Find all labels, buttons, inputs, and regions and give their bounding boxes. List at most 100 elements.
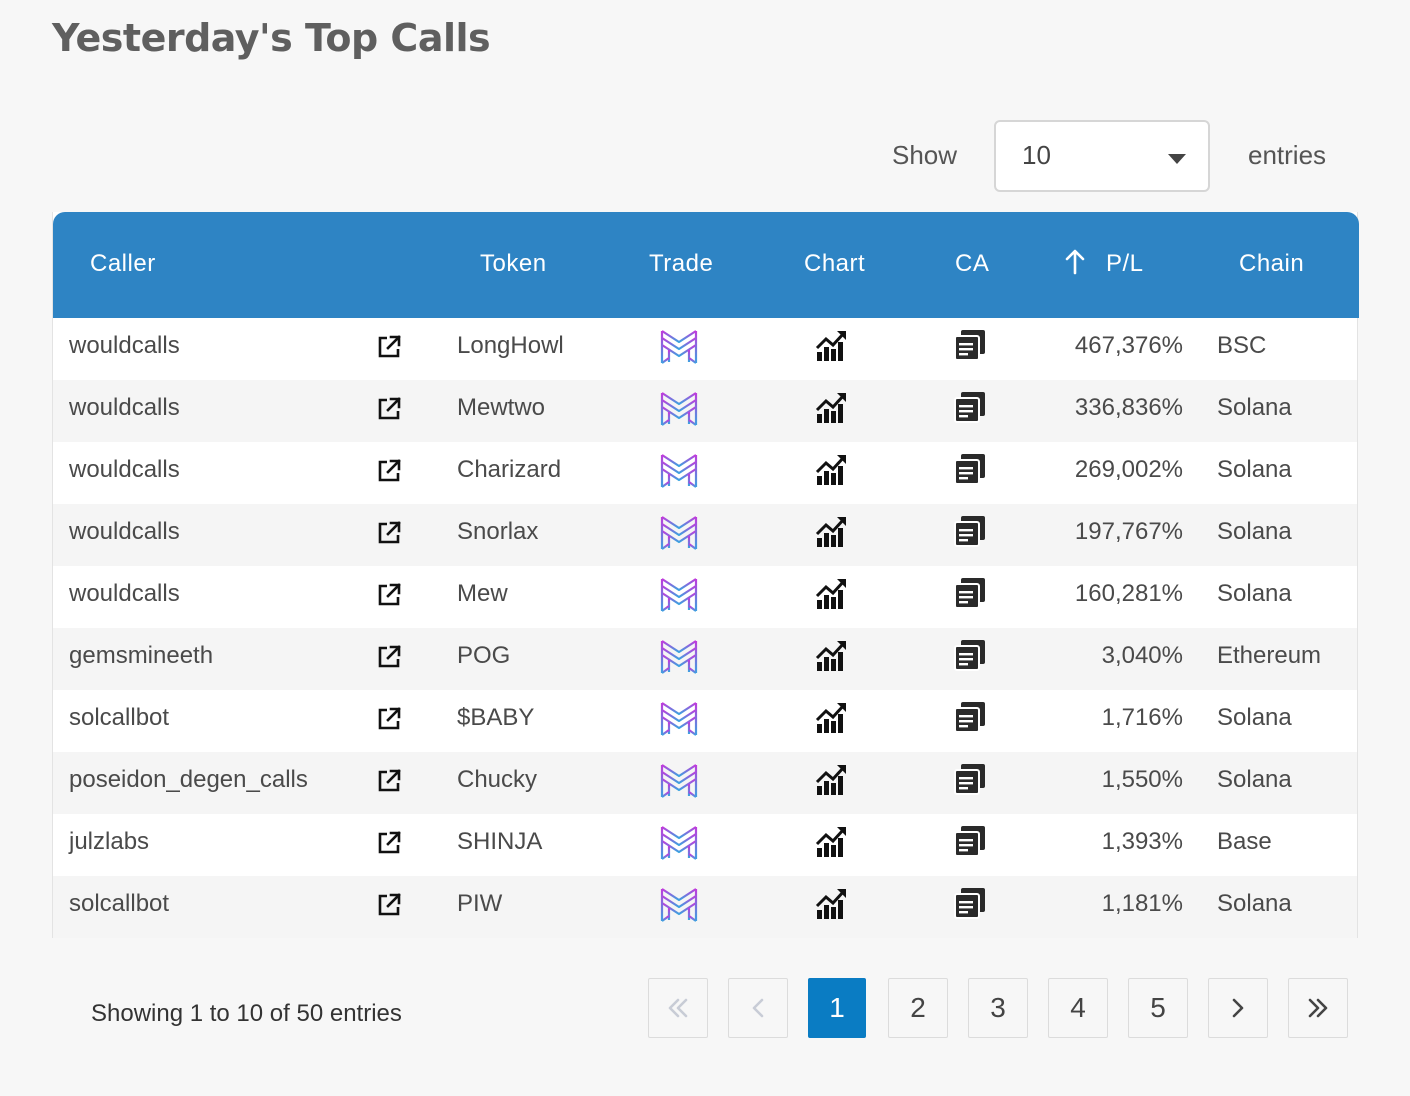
- trade-logo-icon[interactable]: [659, 824, 699, 862]
- length-control: Show 10 entries: [0, 120, 1410, 192]
- trade-logo-icon[interactable]: [659, 390, 699, 428]
- caller-name: julzlabs: [69, 828, 150, 855]
- external-link-icon[interactable]: [375, 891, 403, 919]
- chain-name: Solana: [1217, 766, 1292, 793]
- page-button-4[interactable]: 4: [1048, 978, 1108, 1038]
- copy-icon[interactable]: [953, 700, 987, 734]
- sort-ascending-icon[interactable]: [1063, 248, 1087, 276]
- caller-name: wouldcalls: [69, 332, 180, 359]
- chain-name: Solana: [1217, 518, 1292, 545]
- pl-value: 1,393%: [1101, 828, 1183, 855]
- entries-select-value: 10: [1022, 140, 1051, 170]
- page-button-3[interactable]: 3: [968, 978, 1028, 1038]
- trade-logo-icon[interactable]: [659, 576, 699, 614]
- first-page-button[interactable]: [648, 978, 708, 1038]
- copy-icon[interactable]: [953, 390, 987, 424]
- copy-icon[interactable]: [953, 638, 987, 672]
- chain-name: Solana: [1217, 456, 1292, 483]
- pl-value: 3,040%: [1101, 642, 1183, 669]
- external-link-icon[interactable]: [375, 519, 403, 547]
- copy-icon[interactable]: [953, 328, 987, 362]
- last-page-button[interactable]: [1288, 978, 1348, 1038]
- caller-name: gemsmineeth: [69, 642, 214, 669]
- pl-value: 269,002%: [1074, 456, 1183, 483]
- trade-logo-icon[interactable]: [659, 452, 699, 490]
- trade-logo-icon[interactable]: [659, 762, 699, 800]
- previous-page-button[interactable]: [728, 978, 788, 1038]
- table-row: wouldcalls Snorlax 197,767% Solana: [53, 504, 1357, 566]
- token-name: PIW: [457, 890, 503, 917]
- caller-name: wouldcalls: [69, 456, 180, 483]
- header-chain[interactable]: Chain: [1239, 250, 1305, 277]
- copy-icon[interactable]: [953, 452, 987, 486]
- trade-logo-icon[interactable]: [659, 700, 699, 738]
- external-link-icon[interactable]: [375, 333, 403, 361]
- header-pl[interactable]: P/L: [1106, 250, 1144, 277]
- entries-select[interactable]: 10: [994, 120, 1210, 192]
- header-trade[interactable]: Trade: [649, 250, 714, 277]
- caller-name: solcallbot: [69, 704, 170, 731]
- header-ca[interactable]: CA: [955, 250, 990, 277]
- trade-logo-icon[interactable]: [659, 886, 699, 924]
- table-row: wouldcalls Mewtwo 336,836% Solana: [53, 380, 1357, 442]
- pl-value: 197,767%: [1074, 518, 1183, 545]
- table-info: Showing 1 to 10 of 50 entries: [91, 1000, 402, 1027]
- trade-logo-icon[interactable]: [659, 328, 699, 366]
- copy-icon[interactable]: [953, 762, 987, 796]
- pl-value: 1,550%: [1101, 766, 1183, 793]
- chain-name: Ethereum: [1217, 642, 1322, 669]
- pl-value: 467,376%: [1074, 332, 1183, 359]
- chevron-left-icon: [752, 998, 764, 1018]
- chevron-right-icon: [1232, 998, 1244, 1018]
- chart-trend-icon[interactable]: [815, 390, 849, 424]
- trade-logo-icon[interactable]: [659, 638, 699, 676]
- chain-name: Solana: [1217, 704, 1292, 731]
- chain-name: Solana: [1217, 394, 1292, 421]
- chart-trend-icon[interactable]: [815, 762, 849, 796]
- next-page-button[interactable]: [1208, 978, 1268, 1038]
- token-name: Chucky: [457, 766, 538, 793]
- external-link-icon[interactable]: [375, 643, 403, 671]
- page-button-2[interactable]: 2: [888, 978, 948, 1038]
- external-link-icon[interactable]: [375, 457, 403, 485]
- chain-name: Base: [1217, 828, 1272, 855]
- pl-value: 1,181%: [1101, 890, 1183, 917]
- header-caller[interactable]: Caller: [90, 250, 156, 277]
- chart-trend-icon[interactable]: [815, 452, 849, 486]
- copy-icon[interactable]: [953, 824, 987, 858]
- header-token[interactable]: Token: [480, 250, 547, 277]
- table-row: julzlabs SHINJA 1,393% Base: [53, 814, 1357, 876]
- token-name: SHINJA: [457, 828, 543, 855]
- chart-trend-icon[interactable]: [815, 638, 849, 672]
- token-name: Mew: [457, 580, 508, 607]
- double-chevron-left-icon: [668, 998, 688, 1018]
- page-title: Yesterday's Top Calls: [52, 16, 491, 60]
- copy-icon[interactable]: [953, 514, 987, 548]
- show-label: Show: [892, 140, 958, 170]
- copy-icon[interactable]: [953, 886, 987, 920]
- chain-name: Solana: [1217, 580, 1292, 607]
- double-chevron-right-icon: [1308, 998, 1328, 1018]
- token-name: Mewtwo: [457, 394, 546, 421]
- external-link-icon[interactable]: [375, 395, 403, 423]
- external-link-icon[interactable]: [375, 705, 403, 733]
- chart-trend-icon[interactable]: [815, 886, 849, 920]
- external-link-icon[interactable]: [375, 767, 403, 795]
- external-link-icon[interactable]: [375, 581, 403, 609]
- trade-logo-icon[interactable]: [659, 514, 699, 552]
- header-chart[interactable]: Chart: [804, 250, 866, 277]
- copy-icon[interactable]: [953, 576, 987, 610]
- external-link-icon[interactable]: [375, 829, 403, 857]
- token-name: Charizard: [457, 456, 562, 483]
- page-button-1[interactable]: 1: [808, 978, 866, 1038]
- pl-value: 336,836%: [1074, 394, 1183, 421]
- page-button-5[interactable]: 5: [1128, 978, 1188, 1038]
- table-row: solcallbot PIW 1,181% Solana: [53, 876, 1357, 938]
- caller-name: wouldcalls: [69, 580, 180, 607]
- chart-trend-icon[interactable]: [815, 824, 849, 858]
- chart-trend-icon[interactable]: [815, 576, 849, 610]
- table-row: gemsmineeth POG 3,040% Ethereum: [53, 628, 1357, 690]
- chart-trend-icon[interactable]: [815, 514, 849, 548]
- chart-trend-icon[interactable]: [815, 328, 849, 362]
- chart-trend-icon[interactable]: [815, 700, 849, 734]
